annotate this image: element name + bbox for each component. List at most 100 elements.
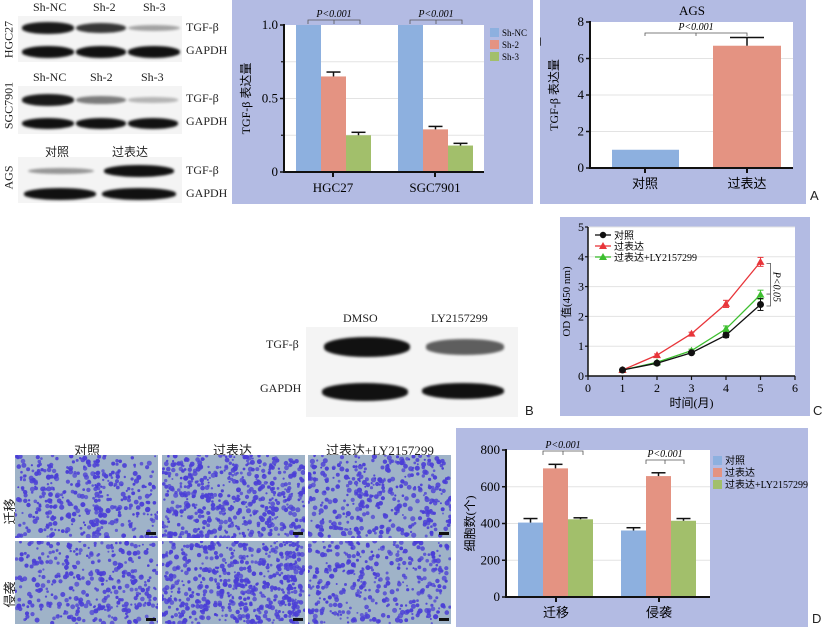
data-point [653,351,661,359]
x-tick-label: 侵袭 [646,605,672,620]
p-value-label: P<0.05 [771,271,782,302]
legend-swatch [490,28,499,37]
tgf-band [76,22,126,34]
column-label: 过表达+LY2157299 [326,443,434,458]
y-tick-label: 5 [578,220,584,234]
cell-stain [15,455,158,538]
gapdh-band [128,46,180,58]
bar [543,468,568,597]
panel-letter-b: B [525,403,534,418]
panel-letter-d: D [812,611,822,626]
y-tick-label: 6 [578,51,585,66]
lane-label: Sh-NC [33,70,67,84]
bar [518,522,543,597]
y-tick-label: 4 [578,87,585,102]
data-point [722,299,730,307]
column-label: 对照 [74,443,101,458]
legend-label: 过表达 [725,466,755,479]
bar [423,129,448,172]
tgf-band [324,337,410,357]
protein-label: TGF-β [186,91,219,105]
p-value-label: P<0.001 [315,9,351,20]
legend-swatch [713,456,722,465]
y-tick-label: 0 [272,164,279,179]
y-tick-label: 800 [481,442,501,457]
y-tick-label: 200 [481,552,501,567]
gapdh-band [76,46,126,58]
microscopy-image [162,455,305,538]
legend-swatch [713,480,722,489]
tgf-band [76,95,126,104]
gapdh-band [322,383,408,401]
panel-letter-a: A [810,188,819,203]
cell-stain [15,541,158,624]
y-tick-label: 400 [481,516,501,531]
bar [713,45,781,168]
chart-title: AGS [679,3,705,18]
data-point [619,366,626,374]
tgf-band [426,339,504,355]
bar [398,25,423,172]
lane-label: 对照 [45,145,70,159]
y-tick-label: 3 [578,280,584,294]
gapdh-band [102,188,176,200]
significance-bracket [409,19,463,24]
significance-bracket [307,19,361,24]
x-tick-label: 3 [689,381,695,395]
bar [646,476,671,597]
microscopy-image [15,455,158,538]
p-value-label: P<0.001 [544,440,580,451]
cell-line-label: AGS [1,165,16,190]
protein-label: TGF-β [186,20,219,34]
microscopy-image [308,541,451,624]
data-point [756,257,765,265]
lane-label: Sh-3 [141,70,164,84]
lane-label: Sh-3 [143,0,166,14]
y-tick-label: 0 [494,589,501,604]
legend-label: 过表达 [614,240,644,253]
protein-label: GAPDH [186,114,228,128]
legend-label: Sh-NC [502,28,527,38]
legend-marker [599,231,607,239]
legend-label: 对照 [614,229,634,242]
x-tick-label: 1 [620,381,626,395]
cell-stain [162,541,305,624]
chart-knockdown: 0 0.5 1.0 HGC27 SGC7901 TGF-β 表达量 Sh-NC Sh-2 Sh-… [239,9,527,195]
y-tick-label: 2 [578,124,585,139]
bar [346,135,371,172]
y-tick-label: 0.5 [262,91,278,106]
lane-label: Sh-NC [33,0,67,14]
tgf-band [22,94,74,106]
data-point [688,349,695,357]
protein-label: GAPDH [186,43,228,57]
p-value-label: P<0.001 [417,9,453,20]
chart-panel-ags: 0 2 4 6 8 对照 过表达 TGF-β 表达量 AGS P<0.001 [539,0,806,204]
bar [621,530,646,597]
data-point [687,329,696,337]
lane-label: Sh-2 [90,70,113,84]
y-tick-label: 8 [578,14,585,29]
data-point [722,324,730,332]
y-tick-label: 0 [578,369,584,383]
p-value-label: P<0.001 [646,449,682,460]
lane-label: DMSO [343,311,378,325]
significance-bracket [645,459,685,464]
x-axis-label: 时间(月) [670,396,714,410]
x-tick-label: 0 [585,381,591,395]
protein-label: TGF-β [266,337,299,351]
legend-label: Sh-3 [502,52,520,62]
x-tick-label: SGC7901 [409,180,460,195]
blot-membrane [18,16,182,62]
p-value-label: P<0.001 [677,22,713,33]
x-tick-label: 5 [758,381,764,395]
x-tick-label: 过表达 [727,176,766,191]
legend-label: 过表达+LY2157299 [614,251,697,264]
gapdh-band [128,118,178,129]
tgf-band [28,167,94,175]
protein-label: GAPDH [186,186,228,200]
legend-swatch [490,40,499,49]
lane-label: 过表达 [112,145,149,159]
legend-marker [599,253,607,260]
gapdh-band [76,118,126,129]
y-axis-label: OD 值(450 nm) [560,266,573,337]
